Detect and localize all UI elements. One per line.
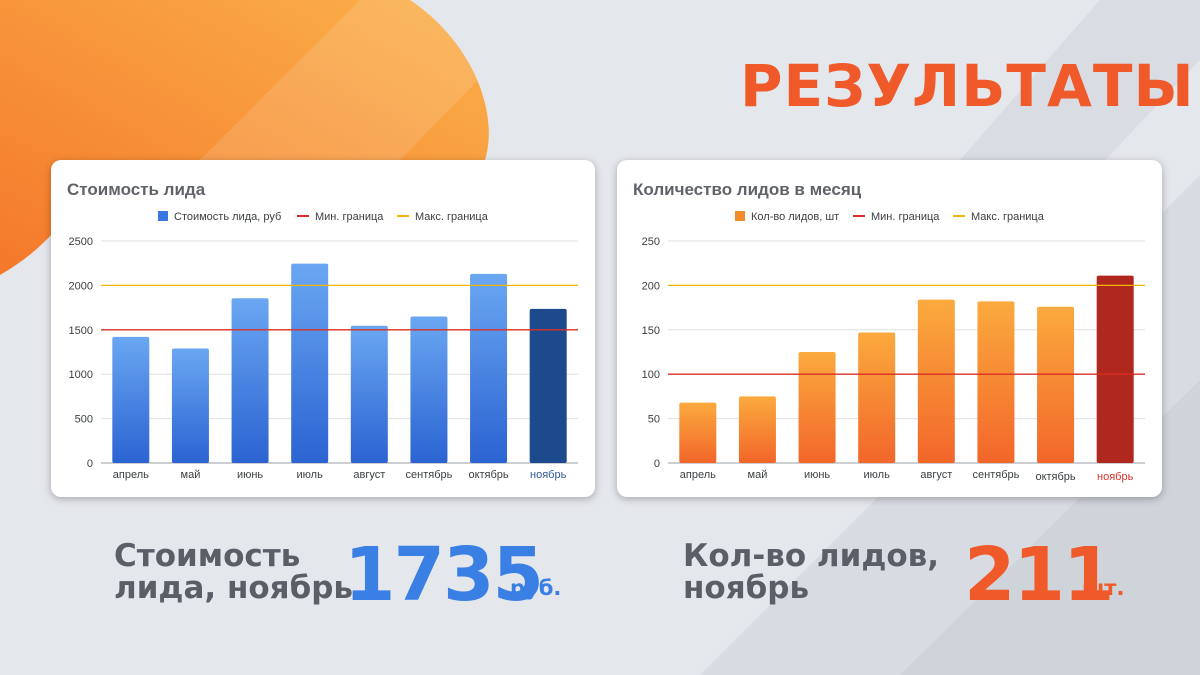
- x-tick-label-6: сентябрь: [406, 469, 453, 481]
- y-tick-label: 0: [87, 458, 93, 470]
- x-tick-label-7: октябрь: [468, 469, 508, 481]
- bar-3: [798, 352, 836, 463]
- bar-3: [231, 298, 269, 463]
- legend-swatch-bars: [735, 211, 745, 221]
- leads-chart-card: Количество лидов в месяц Кол-во лидов, шт…: [617, 160, 1162, 497]
- cost-stat-label-line1: Стоимость: [114, 538, 301, 574]
- leads-stat-label-line1: Кол-во лидов,: [683, 538, 940, 574]
- bar-4: [858, 332, 896, 463]
- bar-8: [1096, 275, 1134, 463]
- bar-2: [738, 396, 776, 463]
- page-title: РЕЗУЛЬТАТЫ: [740, 52, 1195, 120]
- y-tick-label: 2500: [69, 236, 93, 248]
- leads-stat-unit: шт.: [1082, 576, 1125, 600]
- x-tick-label-2: май: [748, 469, 768, 481]
- cost-stat-label: Стоимость лида, ноябрь: [114, 540, 353, 604]
- y-tick-label: 2000: [69, 280, 93, 292]
- bar-5: [917, 299, 955, 463]
- legend-label-bars: Стоимость лида, руб: [174, 211, 281, 223]
- cost-chart-card: Стоимость лида Стоимость лида, руб Мин. гр…: [51, 160, 595, 497]
- legend-label-min: Мин. граница: [315, 211, 384, 223]
- bar-1: [112, 336, 150, 463]
- y-tick-label: 1000: [69, 369, 93, 381]
- legend-swatch-bars: [158, 211, 168, 221]
- cost-stat-unit: руб.: [510, 576, 562, 600]
- cost-chart: Стоимость лида Стоимость лида, руб Мин. гр…: [67, 180, 578, 481]
- y-tick-label: 50: [648, 414, 660, 426]
- chart-title: Количество лидов в месяц: [633, 180, 862, 199]
- y-tick-label: 200: [642, 280, 660, 292]
- bar-6: [977, 301, 1015, 463]
- legend-label-min: Мин. граница: [871, 211, 940, 223]
- leads-chart: Количество лидов в месяц Кол-во лидов, шт…: [633, 180, 1145, 483]
- leads-stat-label: Кол-во лидов, ноябрь: [683, 540, 939, 604]
- x-tick-label-4: июль: [297, 469, 324, 481]
- leads-stat-value: 211: [964, 532, 1114, 618]
- x-tick-label-3: июнь: [804, 469, 830, 481]
- x-tick-label-5: август: [353, 469, 385, 481]
- legend-label-bars: Кол-во лидов, шт: [751, 211, 839, 223]
- bar-1: [679, 402, 717, 463]
- y-tick-label: 250: [642, 236, 660, 248]
- cost-stat-label-line2: лида, ноябрь: [114, 570, 354, 606]
- bar-2: [171, 348, 209, 463]
- bar-7: [470, 273, 508, 463]
- x-tick-label-1: апрель: [680, 469, 716, 481]
- y-tick-label: 0: [654, 458, 660, 470]
- y-tick-label: 1500: [69, 325, 93, 337]
- y-tick-label: 500: [75, 414, 93, 426]
- y-tick-label: 150: [642, 325, 660, 337]
- x-tick-label-7: октябрь: [1035, 471, 1075, 483]
- chart-title: Стоимость лида: [67, 180, 206, 199]
- bar-4: [291, 263, 329, 463]
- bar-7: [1037, 306, 1075, 463]
- x-tick-label-6: сентябрь: [973, 469, 1020, 481]
- bar-5: [350, 325, 388, 463]
- x-tick-label-8: ноябрь: [1097, 471, 1134, 483]
- x-tick-label-3: июнь: [237, 469, 263, 481]
- x-tick-label-2: май: [181, 469, 201, 481]
- bar-6: [410, 316, 448, 463]
- legend-label-max: Макс. граница: [971, 211, 1045, 223]
- leads-stat-label-line2: ноябрь: [683, 570, 810, 606]
- y-tick-label: 100: [642, 369, 660, 381]
- bar-8: [529, 308, 567, 463]
- legend-label-max: Макс. граница: [415, 211, 489, 223]
- cost-stat-value: 1735: [344, 532, 544, 618]
- x-tick-label-4: июль: [864, 469, 891, 481]
- x-tick-label-5: август: [920, 469, 952, 481]
- x-tick-label-1: апрель: [113, 469, 149, 481]
- x-tick-label-8: ноябрь: [530, 469, 567, 481]
